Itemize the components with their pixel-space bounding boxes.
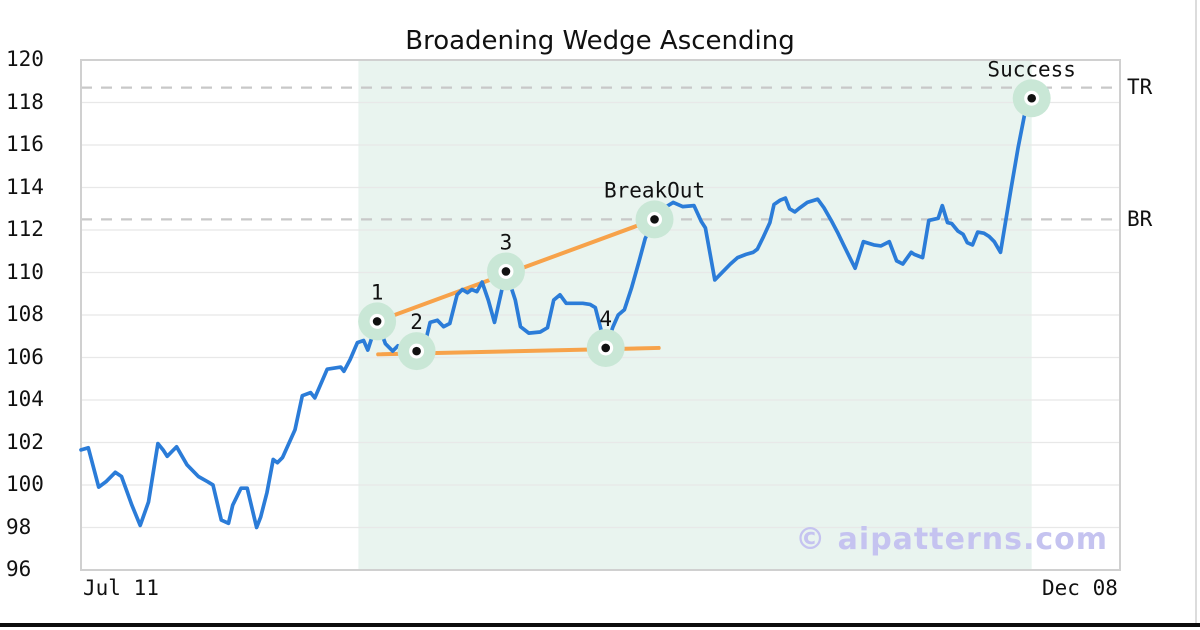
x-tick-start: Jul 11 <box>83 576 159 600</box>
y-tick-label: 110 <box>6 259 44 284</box>
y-tick-label: 114 <box>6 174 44 199</box>
y-tick-label: 120 <box>6 47 44 71</box>
point-label-breakout: BreakOut <box>604 178 705 202</box>
y-tick-label: 106 <box>6 344 44 369</box>
marker-dot <box>372 317 382 326</box>
y-tick-label: 98 <box>6 514 32 539</box>
point-label-success: Success <box>987 57 1076 81</box>
figure-bottom-edge <box>0 623 1200 627</box>
y-tick-label: 116 <box>6 132 44 156</box>
point-label-1: 1 <box>371 280 384 304</box>
point-label-3: 3 <box>500 230 513 254</box>
point-label-2: 2 <box>410 310 423 334</box>
y-tick-label: 104 <box>6 387 44 411</box>
x-tick-end: Dec 08 <box>1042 576 1118 600</box>
level-label-br: BR <box>1127 207 1153 231</box>
price-line <box>79 96 1034 530</box>
marker-dot <box>1027 93 1036 103</box>
marker-dot <box>501 267 511 276</box>
y-tick-label: 100 <box>6 472 44 496</box>
marker-dot <box>650 215 659 224</box>
level-label-tr: TR <box>1127 75 1153 99</box>
y-tick-label: 118 <box>6 89 44 114</box>
y-tick-label: 108 <box>6 302 44 326</box>
y-tick-label: 96 <box>6 557 32 581</box>
y-tick-label: 102 <box>6 429 44 454</box>
point-label-4: 4 <box>599 307 612 331</box>
y-tick-label: 112 <box>6 217 44 241</box>
plot-border <box>80 59 1121 571</box>
watermark: © aipatterns.com <box>795 522 1108 557</box>
figure-right-edge <box>1195 0 1197 623</box>
marker-dot <box>601 343 610 353</box>
page-title: Broadening Wedge Ascending <box>405 26 795 56</box>
marker-dot <box>412 346 421 356</box>
